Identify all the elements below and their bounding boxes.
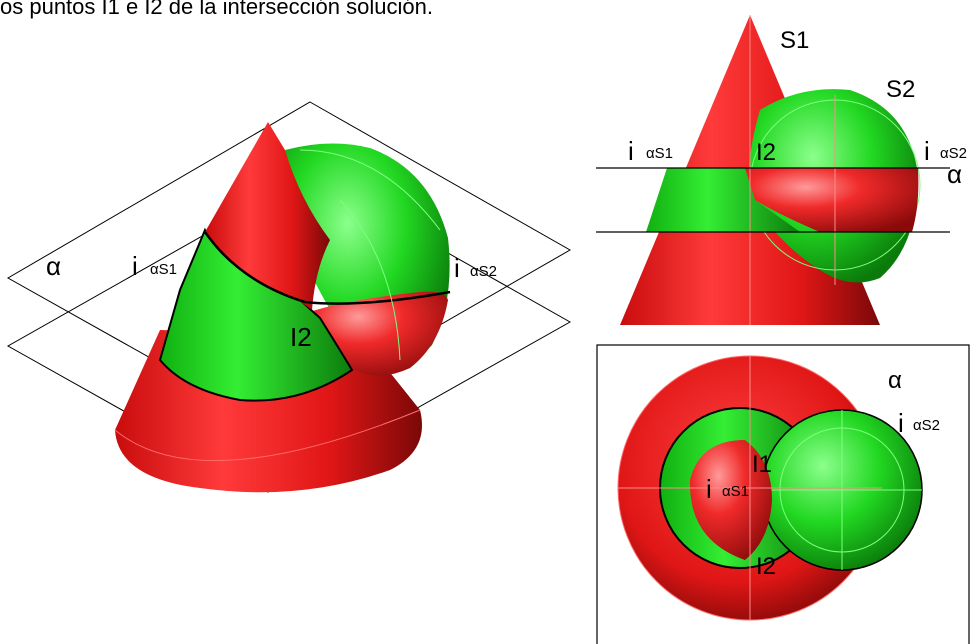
label-alpha-plan: α [888, 367, 902, 394]
perspective-view: α i αS1 i αS2 I2 [6, 101, 572, 493]
label-S1: S1 [780, 27, 809, 54]
wire-accent-3d [299, 149, 441, 231]
cone-tip-3d [205, 122, 330, 310]
plan-view: α i αS2 I1 i αS1 I2 [596, 344, 970, 644]
label-alpha-elev: α [947, 159, 962, 189]
label-alpha-3d: α [46, 251, 61, 281]
label-i-s2-sub-elev: αS2 [940, 145, 967, 162]
label-I2-elev: I2 [756, 139, 776, 166]
caption: os puntos I1 e I2 de la intersección sol… [0, 0, 433, 19]
label-i-s1-3d: i [132, 251, 138, 281]
plan-frame [596, 344, 970, 644]
label-i-s2-sub-plan: αS2 [913, 417, 940, 434]
intersection-curve-3d [203, 231, 451, 305]
label-i-s1-sub-3d: αS1 [150, 261, 177, 278]
label-i-s2-3d: i [454, 253, 460, 283]
green-band-elevation [646, 168, 800, 232]
label-I2-3d: I2 [290, 322, 312, 352]
cone-inner-plan [689, 440, 772, 560]
label-i-s1-plan: i [706, 474, 712, 504]
label-i-s2-plan: i [898, 408, 904, 438]
sphere-section-elevation [745, 168, 919, 232]
elevation-view: S1 S2 i αS1 I2 i αS2 α [596, 15, 967, 325]
wire-accent-3d-2 [339, 199, 401, 361]
label-i-s1-sub-plan: αS1 [722, 483, 749, 500]
label-i-s2-elev: i [924, 136, 930, 166]
label-i-s1-sub-elev: αS1 [646, 145, 673, 162]
wire-accent-3d-3 [114, 409, 421, 462]
sphere-cap-3d [310, 291, 448, 376]
label-S2: S2 [886, 76, 915, 103]
label-I1-plan: I1 [752, 451, 772, 478]
label-i-s1-elev: i [628, 136, 634, 166]
label-I2-plan: I2 [756, 553, 776, 580]
label-i-s2-sub-3d: αS2 [470, 263, 497, 280]
